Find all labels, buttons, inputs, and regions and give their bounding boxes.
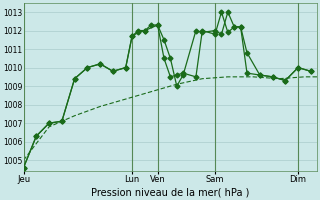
X-axis label: Pression niveau de la mer( hPa ): Pression niveau de la mer( hPa ) bbox=[91, 187, 250, 197]
